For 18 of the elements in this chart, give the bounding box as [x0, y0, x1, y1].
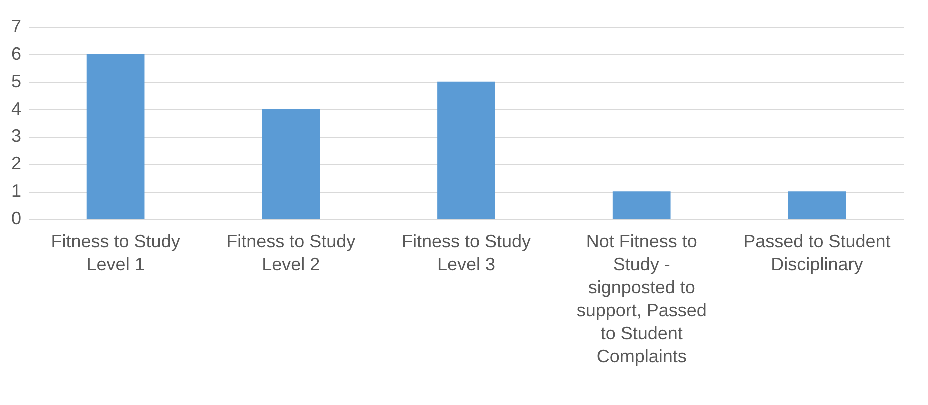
bar [438, 82, 496, 219]
y-tick-label: 1 [11, 181, 22, 202]
bar [788, 192, 846, 219]
x-tick-label: Fitness to Study Level 2 [226, 232, 356, 274]
y-tick-label: 2 [11, 154, 22, 174]
y-tick-label: 4 [11, 98, 22, 119]
x-tick-label: Fitness to Study Level 3 [402, 232, 532, 274]
bar [86, 54, 145, 219]
y-tick-label: 0 [11, 208, 22, 228]
bar [612, 192, 671, 219]
x-tick-label: Fitness to Study Level 1 [51, 232, 180, 274]
x-tick-label: Not Fitness to Study - signposted to support, Passed to Student Complaints [576, 232, 707, 366]
x-tick-label: Passed to Student Disciplinary [744, 232, 891, 274]
bar [262, 109, 320, 219]
y-tick-label: 5 [11, 71, 22, 92]
y-tick-label: 6 [11, 44, 22, 64]
y-tick-label: 3 [11, 126, 22, 146]
y-tick-label: 7 [11, 16, 22, 36]
